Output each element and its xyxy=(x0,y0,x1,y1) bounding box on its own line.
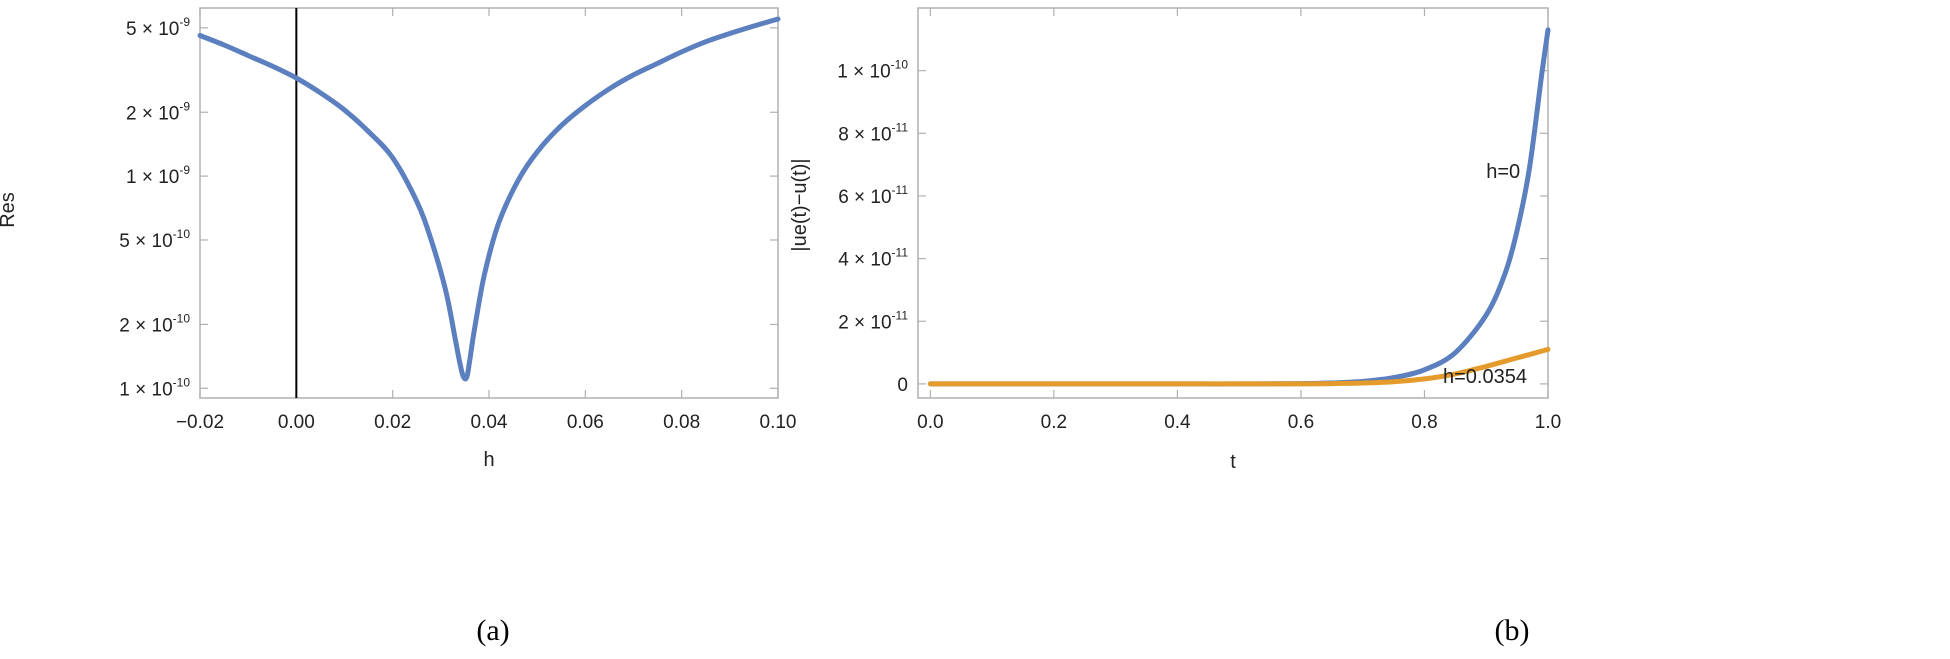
y-tick-label: 0 xyxy=(897,375,908,396)
series-annotation: h=0.0354 xyxy=(1443,366,1527,388)
y-tick-label: 2 × 10-10 xyxy=(119,311,190,336)
y-tick-label: 2 × 10-9 xyxy=(126,99,190,124)
y-tick-label: 5 × 10-9 xyxy=(126,15,190,40)
x-tick-label: 1.0 xyxy=(1535,412,1561,433)
y-tick-label: 8 × 10-11 xyxy=(838,120,908,145)
series-line-h-0 xyxy=(927,27,1551,387)
series-annotation: h=0 xyxy=(1486,161,1520,183)
x-tick-label: 0.6 xyxy=(1288,412,1314,433)
y-tick-label: 6 × 10-11 xyxy=(838,183,908,208)
series-line-res xyxy=(197,16,781,382)
y-tick-label: 1 × 10-9 xyxy=(126,163,190,188)
x-tick-label: 0.08 xyxy=(663,412,700,433)
y-axis-label: Res xyxy=(0,192,19,228)
x-tick-label: 0.4 xyxy=(1164,412,1191,433)
plot-frame xyxy=(199,7,779,399)
series-line-h-0-0354 xyxy=(927,346,1551,387)
y-tick-label: 5 × 10-10 xyxy=(119,227,190,252)
x-tick-label: 0.06 xyxy=(567,412,604,433)
x-axis-label: t xyxy=(1230,451,1236,473)
y-axis-label: |ue(t)−u(t)| xyxy=(789,158,811,251)
x-tick-label: 0.04 xyxy=(471,412,508,433)
y-tick-label: 2 × 10-11 xyxy=(838,308,908,333)
y-tick-label: 1 × 10-10 xyxy=(837,58,908,83)
y-tick-label: 1 × 10-10 xyxy=(119,375,190,400)
panel-b-chart: 0.0 0.2 0.4 0.6 0.8 1.0 0 2 × 10-11 4 × 10-11 6 ×… xyxy=(789,7,1561,473)
caption-a: (a) xyxy=(476,614,509,647)
x-tick-label: 0.2 xyxy=(1041,412,1067,433)
plot-frame xyxy=(917,7,1549,399)
caption-b: (b) xyxy=(1495,614,1530,647)
x-tick-label: −0.02 xyxy=(176,412,224,433)
y-tick-label: 4 × 10-11 xyxy=(838,246,908,271)
x-tick-label: 0.0 xyxy=(917,412,943,433)
x-tick-label: 0.8 xyxy=(1411,412,1437,433)
x-tick-label: 0.00 xyxy=(278,412,315,433)
panel-a-chart: −0.02 0.00 0.02 0.04 0.06 0.08 0.10 1 × 10-10 2 … xyxy=(0,7,797,471)
x-tick-label: 0.02 xyxy=(374,412,411,433)
x-axis-label: h xyxy=(483,449,494,471)
x-tick-label: 0.10 xyxy=(760,412,797,433)
